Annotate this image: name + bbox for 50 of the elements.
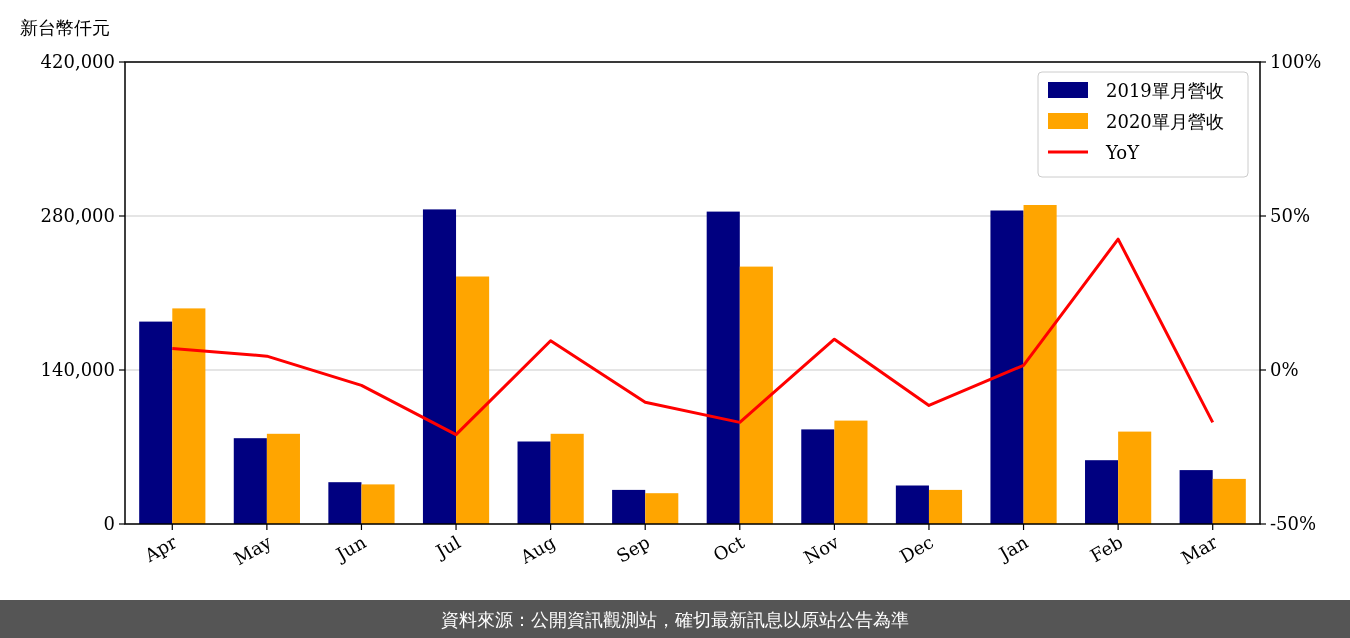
bar	[706, 211, 740, 524]
bar	[1179, 470, 1213, 524]
bar	[895, 485, 929, 524]
bar	[612, 489, 646, 524]
x-tick-label: Apr	[140, 531, 181, 567]
bar	[266, 433, 300, 524]
bar	[517, 441, 551, 524]
bar	[928, 489, 963, 524]
legend-label: 2019單月營收	[1106, 80, 1224, 101]
x-tick-label: Mar	[1177, 531, 1222, 569]
bar	[1023, 205, 1057, 524]
x-tick-label: Aug	[515, 531, 559, 569]
x-tick-label: May	[230, 530, 276, 570]
bar	[172, 308, 206, 524]
bar	[328, 482, 362, 524]
bar	[422, 209, 457, 524]
bar	[456, 276, 490, 524]
bar	[361, 484, 395, 524]
line-series	[170, 237, 1215, 437]
bar	[1085, 460, 1119, 524]
bar	[834, 420, 868, 524]
y2-tick-label: 50%	[1270, 205, 1311, 226]
y2-tick-label: -50%	[1270, 513, 1317, 534]
y-tick-label: 140,000	[40, 359, 115, 380]
source-note: 資料來源：公開資訊觀測站，確切最新訊息以原站公告為準	[441, 609, 909, 630]
x-tick-label: Dec	[896, 531, 937, 568]
x-tick-label: Jun	[330, 531, 370, 566]
bar	[233, 438, 267, 524]
x-tick-label: Jul	[430, 531, 465, 563]
bar	[739, 266, 773, 524]
x-tick-label: Sep	[612, 531, 654, 567]
y-axis-title: 新台幣仟元	[20, 17, 110, 38]
bar	[645, 493, 679, 524]
bar	[1118, 431, 1152, 524]
legend-label: YoY	[1105, 142, 1141, 163]
x-tick-label: Oct	[709, 530, 749, 566]
x-tick-label: Jan	[993, 531, 1032, 566]
y-tick-label: 280,000	[40, 205, 115, 226]
legend-label: 2020單月營收	[1106, 111, 1224, 132]
x-tick-label: Nov	[800, 530, 844, 568]
x-tick-label: Feb	[1086, 531, 1127, 567]
y-tick-label: 0	[103, 513, 115, 534]
y2-tick-label: 0%	[1270, 359, 1299, 380]
bar	[801, 429, 835, 524]
y-tick-label: 420,000	[40, 51, 115, 72]
y2-tick-label: 100%	[1270, 51, 1322, 72]
bar	[550, 433, 584, 524]
bar	[139, 321, 173, 524]
bar	[1212, 478, 1246, 524]
bar	[990, 210, 1024, 524]
